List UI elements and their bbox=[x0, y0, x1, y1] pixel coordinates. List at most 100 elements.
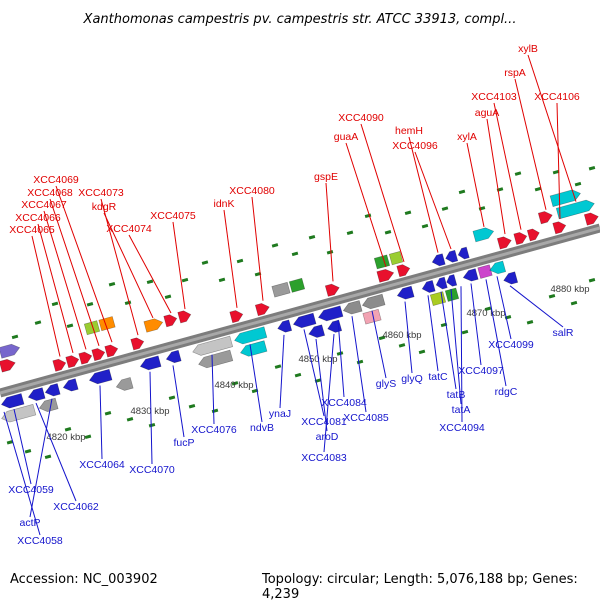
gene-glyph[interactable] bbox=[324, 282, 340, 297]
gene-label-forward[interactable]: XCC4106 bbox=[534, 91, 580, 103]
gene-label-forward[interactable]: XCC4080 bbox=[229, 185, 275, 197]
gene-glyph[interactable] bbox=[376, 267, 395, 283]
gene-glyph[interactable] bbox=[44, 383, 61, 398]
gene-glyph[interactable] bbox=[421, 280, 436, 294]
gene-label-reverse[interactable]: XCC4059 bbox=[8, 484, 54, 496]
gene-glyph[interactable] bbox=[552, 220, 567, 235]
gene-glyph[interactable] bbox=[342, 300, 363, 316]
gene-glyph[interactable] bbox=[0, 342, 21, 359]
gene-glyph[interactable] bbox=[445, 274, 458, 288]
gene-glyph[interactable] bbox=[307, 324, 326, 340]
gene-glyph[interactable] bbox=[462, 268, 479, 283]
gene-label-reverse[interactable]: ndvB bbox=[250, 422, 274, 434]
gene-glyph[interactable] bbox=[317, 305, 344, 323]
gene-glyph[interactable] bbox=[52, 358, 67, 372]
gene-glyph[interactable] bbox=[91, 347, 106, 362]
gene-glyph[interactable] bbox=[388, 250, 404, 266]
gene-label-forward[interactable]: hemH bbox=[395, 125, 423, 137]
gene-glyph[interactable] bbox=[27, 387, 46, 403]
gene-glyph[interactable] bbox=[555, 198, 596, 220]
gene-label-reverse[interactable]: XCC4076 bbox=[191, 424, 237, 436]
gene-glyph[interactable] bbox=[583, 211, 599, 226]
gene-label-reverse[interactable]: glyQ bbox=[401, 373, 423, 385]
gene-glyph[interactable] bbox=[0, 358, 17, 373]
gene-glyph[interactable] bbox=[65, 354, 80, 369]
gene-glyph[interactable] bbox=[276, 319, 293, 334]
gene-glyph[interactable] bbox=[0, 403, 37, 424]
gene-label-reverse[interactable]: tatA bbox=[452, 404, 471, 416]
gene-glyph[interactable] bbox=[362, 308, 382, 325]
gene-glyph[interactable] bbox=[229, 309, 244, 324]
gene-glyph[interactable] bbox=[292, 312, 317, 329]
gene-glyph[interactable] bbox=[83, 320, 101, 336]
gene-glyph[interactable] bbox=[537, 210, 553, 225]
gene-label-reverse[interactable]: tatC bbox=[428, 371, 448, 383]
gene-label-forward[interactable]: kdgR bbox=[92, 201, 117, 213]
gene-glyph[interactable] bbox=[62, 378, 79, 393]
gene-label-reverse[interactable]: XCC4099 bbox=[488, 339, 534, 351]
gene-glyph[interactable] bbox=[191, 335, 234, 357]
gene-label-reverse[interactable]: fucP bbox=[173, 437, 194, 449]
gene-label-forward[interactable]: XCC4067 bbox=[21, 199, 67, 211]
gene-glyph[interactable] bbox=[0, 393, 25, 409]
gene-glyph[interactable] bbox=[233, 326, 268, 346]
gene-label-forward[interactable]: xylA bbox=[457, 131, 477, 143]
gene-glyph[interactable] bbox=[177, 309, 192, 324]
gene-glyph[interactable] bbox=[444, 249, 459, 264]
gene-label-reverse[interactable]: XCC4084 bbox=[321, 397, 367, 409]
gene-label-reverse[interactable]: XCC4070 bbox=[129, 464, 175, 476]
gene-label-reverse[interactable]: XCC4058 bbox=[17, 535, 63, 547]
gene-glyph[interactable] bbox=[104, 343, 119, 358]
gene-label-reverse[interactable]: tatB bbox=[447, 389, 466, 401]
gene-glyph[interactable] bbox=[98, 316, 116, 332]
gene-glyph[interactable] bbox=[197, 349, 234, 370]
gene-label-forward[interactable]: XCC4073 bbox=[78, 187, 124, 199]
gene-glyph[interactable] bbox=[496, 235, 512, 250]
gene-label-forward[interactable]: aguA bbox=[475, 107, 500, 119]
gene-glyph[interactable] bbox=[549, 188, 582, 207]
gene-glyph[interactable] bbox=[435, 276, 448, 290]
gene-glyph[interactable] bbox=[457, 246, 470, 260]
gene-label-forward[interactable]: XCC4065 bbox=[9, 224, 55, 236]
gene-label-reverse[interactable]: XCC4094 bbox=[439, 422, 485, 434]
gene-glyph[interactable] bbox=[361, 293, 386, 310]
gene-glyph[interactable] bbox=[502, 271, 519, 286]
gene-label-reverse[interactable]: ynaJ bbox=[269, 408, 291, 420]
gene-label-reverse[interactable]: XCC4064 bbox=[79, 459, 125, 471]
gene-glyph[interactable] bbox=[477, 264, 493, 279]
gene-label-forward[interactable]: XCC4069 bbox=[33, 174, 79, 186]
gene-label-reverse[interactable]: XCC4062 bbox=[53, 501, 99, 513]
gene-glyph[interactable] bbox=[429, 291, 447, 306]
gene-label-forward[interactable]: guaA bbox=[334, 131, 359, 143]
gene-glyph[interactable] bbox=[288, 277, 306, 293]
gene-label-reverse[interactable]: rdgC bbox=[495, 386, 518, 398]
gene-label-forward[interactable]: XCC4068 bbox=[27, 187, 73, 199]
gene-label-reverse[interactable]: aroD bbox=[316, 431, 339, 443]
gene-glyph[interactable] bbox=[526, 227, 541, 242]
gene-glyph[interactable] bbox=[239, 340, 268, 359]
gene-label-reverse[interactable]: XCC4081 bbox=[301, 416, 347, 428]
gene-label-reverse[interactable]: XCC4083 bbox=[301, 452, 347, 464]
gene-glyph[interactable] bbox=[143, 317, 164, 333]
gene-label-reverse[interactable]: XCC4097 bbox=[458, 365, 504, 377]
gene-glyph[interactable] bbox=[130, 336, 145, 351]
gene-label-forward[interactable]: XCC4103 bbox=[471, 91, 517, 103]
gene-glyph[interactable] bbox=[254, 302, 270, 317]
gene-glyph[interactable] bbox=[165, 349, 182, 364]
gene-glyph[interactable] bbox=[88, 368, 113, 385]
gene-glyph[interactable] bbox=[396, 263, 411, 278]
gene-label-reverse[interactable]: XCC4085 bbox=[343, 412, 389, 424]
gene-glyph[interactable] bbox=[513, 231, 528, 245]
gene-glyph[interactable] bbox=[163, 313, 178, 328]
gene-glyph[interactable] bbox=[38, 397, 59, 413]
gene-label-forward[interactable]: rspA bbox=[504, 67, 526, 79]
gene-label-forward[interactable]: idnK bbox=[213, 198, 234, 210]
gene-label-forward[interactable]: XCC4096 bbox=[392, 140, 438, 152]
gene-label-forward[interactable]: XCC4074 bbox=[106, 223, 152, 235]
gene-glyph[interactable] bbox=[115, 377, 134, 392]
gene-glyph[interactable] bbox=[431, 253, 446, 268]
gene-label-reverse[interactable]: glyS bbox=[376, 378, 396, 390]
gene-glyph[interactable] bbox=[139, 355, 162, 372]
gene-label-forward[interactable]: XCC4090 bbox=[338, 112, 384, 124]
gene-label-forward[interactable]: XCC4075 bbox=[150, 210, 196, 222]
